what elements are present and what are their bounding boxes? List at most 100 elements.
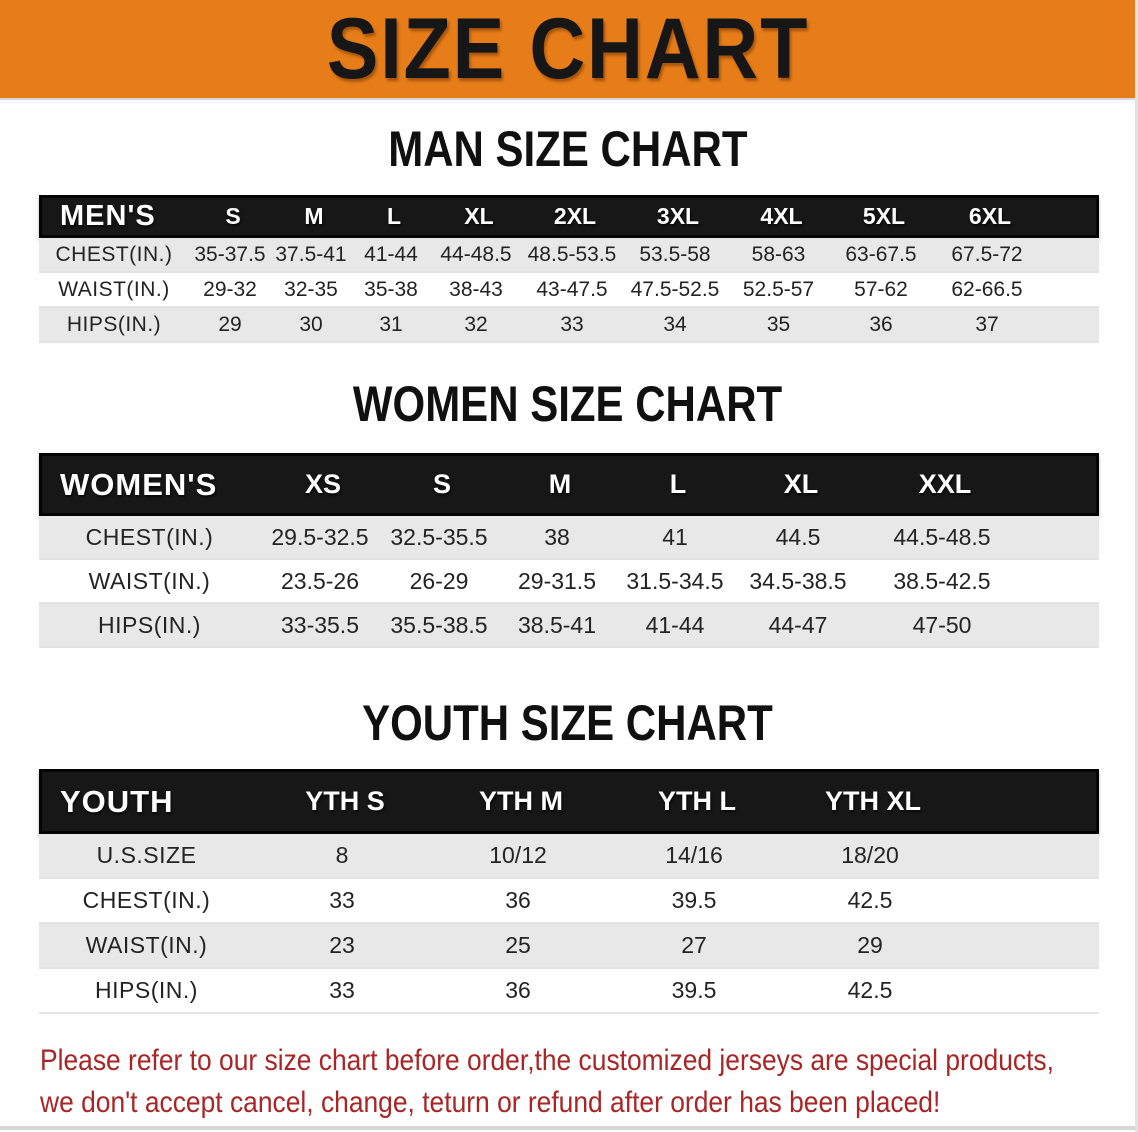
row-label: WAIST(IN.) [85,932,208,958]
women-table-header-row: WOMEN'S XS S M L XL XXL [39,453,1099,516]
value-cell: 34 [663,312,687,336]
women-section-heading-text: WOMEN SIZE CHART [352,376,783,432]
value-cell: 27 [681,932,707,958]
value-cell: 32.5-35.5 [390,523,488,550]
value-cell: 29-31.5 [517,567,596,594]
value-cell: 38.5-41 [517,611,596,638]
value-cell: 35-37.5 [194,242,266,266]
row-label: CHEST(IN.) [82,887,211,913]
row-label: CHEST(IN.) [55,242,173,266]
table-row: WAIST(IN.) 23.5-26 26-29 29-31.5 31.5-34.5 34… [39,560,1099,604]
value-cell: 39.5 [671,887,717,913]
size-column-header: 6XL [968,203,1012,229]
value-cell: 32-35 [284,277,338,301]
value-cell: 41 [662,523,688,550]
value-cell: 37.5-41 [275,242,347,266]
value-cell: 35-38 [364,277,418,301]
size-column-header: 2XL [553,203,597,229]
table-row: CHEST(IN.) 33 36 39.5 42.5 [39,879,1099,924]
row-label: CHEST(IN.) [85,523,214,550]
value-cell: 31 [379,312,403,336]
value-cell: 18/20 [841,842,899,868]
size-column-header: YTH M [479,786,563,816]
size-column-header: M [548,469,572,499]
value-cell: 36 [505,977,531,1003]
banner: SIZE CHART [0,0,1135,100]
size-column-header: S [432,469,451,499]
youth-size-table: YOUTH YTH S YTH M YTH L YTH XL U.S.SIZE 8 10/12… [39,769,1099,1014]
size-column-header: YTH XL [824,786,921,816]
disclaimer: Please refer to our size chart before or… [0,1040,1135,1124]
youth-table-title: YOUTH [60,783,174,819]
row-label: HIPS(IN.) [98,611,201,638]
table-row: HIPS(IN.) 33-35.5 35.5-38.5 38.5-41 41-44 44-… [39,604,1099,648]
value-cell: 44.5-48.5 [893,523,991,550]
table-row: CHEST(IN.) 35-37.5 37.5-41 41-44 44-48.5 48.5… [39,238,1099,273]
disclaimer-line2: we don't accept cancel, change, teturn o… [40,1086,941,1119]
value-cell: 53.5-58 [639,242,711,266]
size-column-header: 3XL [656,203,700,229]
value-cell: 29.5-32.5 [271,523,369,550]
row-label: HIPS(IN.) [66,312,162,336]
value-cell: 33 [329,887,355,913]
value-cell: 41-44 [364,242,418,266]
value-cell: 34.5-38.5 [749,567,847,594]
value-cell: 42.5 [847,977,893,1003]
men-table-header-row: MEN'S S M L XL 2XL 3XL 4XL 5XL 6XL [39,195,1099,238]
size-column-header: S [225,203,241,229]
table-row: HIPS(IN.) 29 30 31 32 33 34 35 36 37 [39,308,1099,343]
size-column-header: XL [783,469,819,499]
size-column-header: XXL [918,469,972,499]
size-chart-title: SIZE CHART [326,1,809,97]
value-cell: 33-35.5 [280,611,359,638]
value-cell: 35.5-38.5 [390,611,488,638]
value-cell: 14/16 [665,842,723,868]
value-cell: 41-44 [645,611,705,638]
table-row: WAIST(IN.) 23 25 27 29 [39,924,1099,969]
size-column-header: XL [464,203,494,229]
value-cell: 8 [335,842,349,868]
value-cell: 44.5 [775,523,821,550]
value-cell: 26-29 [409,567,469,594]
table-row: WAIST(IN.) 29-32 32-35 35-38 38-43 43-47.5 47.… [39,273,1099,308]
men-size-table: MEN'S S M L XL 2XL 3XL 4XL 5XL 6XL CHEST(IN.) 35-37… [39,195,1099,343]
size-column-header: 5XL [862,203,906,229]
value-cell: 29-32 [203,277,257,301]
value-cell: 35 [766,312,791,336]
value-cell: 37 [975,312,999,336]
row-label: U.S.SIZE [96,842,197,868]
value-cell: 29 [218,312,242,336]
size-column-header: M [304,203,324,229]
value-cell: 31.5-34.5 [626,567,724,594]
value-cell: 25 [505,932,531,958]
women-section-heading: WOMEN SIZE CHART [0,379,1135,429]
women-table-title: WOMEN'S [60,466,218,502]
size-column-header: XS [304,469,342,499]
value-cell: 32 [464,312,488,336]
value-cell: 57-62 [854,277,908,301]
value-cell: 23 [329,932,355,958]
row-label: WAIST(IN.) [88,567,211,594]
value-cell: 36 [869,312,893,336]
value-cell: 44-48.5 [440,242,512,266]
row-label: WAIST(IN.) [58,277,170,301]
table-row: CHEST(IN.) 29.5-32.5 32.5-35.5 38 41 44.5 44.5… [39,516,1099,560]
youth-section-heading-text: YOUTH SIZE CHART [362,695,773,751]
value-cell: 62-66.5 [951,277,1023,301]
value-cell: 47-50 [912,611,972,638]
size-column-header: L [386,203,402,229]
value-cell: 30 [299,312,323,336]
value-cell: 38 [544,523,570,550]
value-cell: 39.5 [671,977,717,1003]
value-cell: 52.5-57 [742,277,815,301]
youth-section-heading: YOUTH SIZE CHART [0,698,1135,748]
value-cell: 44-47 [768,611,828,638]
men-section-heading: MAN SIZE CHART [0,124,1135,174]
value-cell: 47.5-52.5 [630,277,720,301]
value-cell: 38-43 [449,277,503,301]
value-cell: 10/12 [489,842,547,868]
size-column-header: YTH L [658,786,736,816]
men-table-title: MEN'S [60,200,156,232]
row-label: HIPS(IN.) [95,977,198,1003]
